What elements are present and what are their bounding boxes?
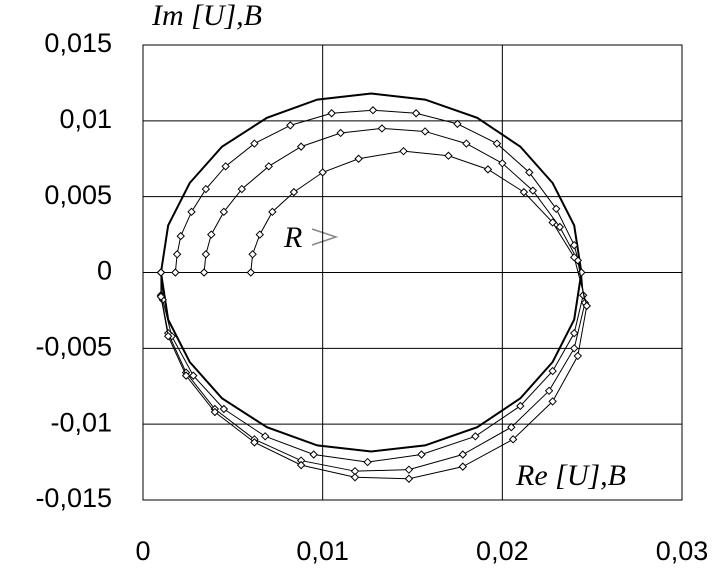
point-marker bbox=[260, 432, 270, 441]
point-marker bbox=[399, 146, 408, 156]
y-axis-label: Im [U],B bbox=[151, 0, 262, 32]
point-marker bbox=[350, 473, 360, 482]
x-tick-label: 0,02 bbox=[476, 536, 529, 566]
point-marker bbox=[528, 186, 538, 195]
point-marker bbox=[296, 460, 306, 470]
point-marker bbox=[264, 162, 273, 171]
point-marker bbox=[289, 187, 299, 197]
point-marker bbox=[569, 344, 579, 353]
point-marker bbox=[544, 386, 554, 396]
point-marker bbox=[246, 268, 256, 277]
point-marker bbox=[417, 450, 426, 459]
point-marker bbox=[296, 142, 306, 151]
point-marker bbox=[221, 162, 230, 171]
x-tick-label: 0 bbox=[135, 536, 150, 566]
point-marker bbox=[548, 218, 557, 227]
point-marker bbox=[189, 371, 198, 380]
point-marker bbox=[569, 240, 579, 250]
point-marker bbox=[156, 268, 166, 277]
point-marker bbox=[444, 151, 453, 160]
point-marker bbox=[318, 168, 327, 177]
point-marker bbox=[404, 474, 414, 483]
point-marker bbox=[516, 401, 525, 411]
y-tick-label: 0,005 bbox=[44, 180, 112, 210]
point-marker bbox=[519, 187, 529, 197]
point-marker bbox=[210, 407, 220, 417]
point-marker bbox=[171, 268, 180, 277]
x-axis-label: Re [U],B bbox=[515, 459, 626, 492]
x-tick-label: 0,03 bbox=[656, 536, 709, 566]
point-marker bbox=[250, 139, 259, 148]
y-tick-label: 0 bbox=[97, 256, 112, 286]
point-marker bbox=[248, 250, 257, 259]
point-marker bbox=[199, 268, 209, 277]
point-marker bbox=[458, 450, 468, 459]
point-marker bbox=[508, 435, 518, 444]
y-tick-label: -0,005 bbox=[35, 331, 112, 361]
point-marker bbox=[237, 184, 247, 194]
point-marker bbox=[336, 128, 345, 138]
point-marker bbox=[368, 106, 378, 115]
point-marker bbox=[555, 222, 565, 232]
point-marker bbox=[582, 301, 591, 311]
point-marker bbox=[268, 207, 277, 217]
point-marker bbox=[411, 109, 421, 118]
point-marker bbox=[207, 230, 216, 239]
point-marker bbox=[255, 230, 264, 239]
point-marker bbox=[201, 250, 211, 259]
point-marker bbox=[552, 204, 561, 214]
point-marker bbox=[201, 184, 211, 194]
annotation-arrow bbox=[311, 228, 339, 246]
point-marker bbox=[327, 109, 336, 118]
y-tick-label: 0,015 bbox=[44, 28, 112, 58]
point-marker bbox=[176, 231, 185, 241]
point-marker bbox=[569, 328, 579, 338]
point-marker bbox=[458, 462, 468, 471]
point-marker bbox=[172, 250, 182, 259]
point-marker bbox=[250, 438, 259, 447]
y-tick-label: -0,015 bbox=[35, 483, 112, 513]
point-marker bbox=[354, 154, 363, 163]
point-marker bbox=[548, 366, 557, 376]
point-marker bbox=[548, 397, 557, 406]
point-marker bbox=[219, 404, 229, 414]
point-marker bbox=[163, 331, 173, 341]
point-marker bbox=[573, 351, 583, 361]
x-tick-label: 0,01 bbox=[296, 536, 349, 566]
point-marker bbox=[309, 450, 318, 459]
point-marker bbox=[498, 159, 507, 168]
point-marker bbox=[181, 371, 191, 380]
point-marker bbox=[187, 207, 196, 217]
point-marker bbox=[219, 207, 229, 217]
point-marker bbox=[156, 292, 166, 301]
point-marker bbox=[420, 127, 430, 136]
point-marker bbox=[377, 124, 387, 133]
point-marker bbox=[471, 432, 480, 441]
point-marker bbox=[286, 121, 295, 130]
annotation: R bbox=[283, 221, 302, 254]
y-tick-label: 0,01 bbox=[59, 104, 112, 134]
point-marker bbox=[507, 422, 516, 432]
y-tick-label: -0,01 bbox=[50, 407, 112, 437]
point-marker bbox=[462, 139, 471, 148]
point-marker bbox=[569, 253, 579, 262]
point-marker bbox=[404, 465, 414, 474]
point-marker bbox=[453, 119, 462, 129]
series-line bbox=[160, 150, 588, 480]
point-marker bbox=[363, 457, 372, 467]
point-marker bbox=[525, 168, 534, 177]
point-marker bbox=[492, 139, 502, 148]
point-marker bbox=[483, 165, 493, 174]
